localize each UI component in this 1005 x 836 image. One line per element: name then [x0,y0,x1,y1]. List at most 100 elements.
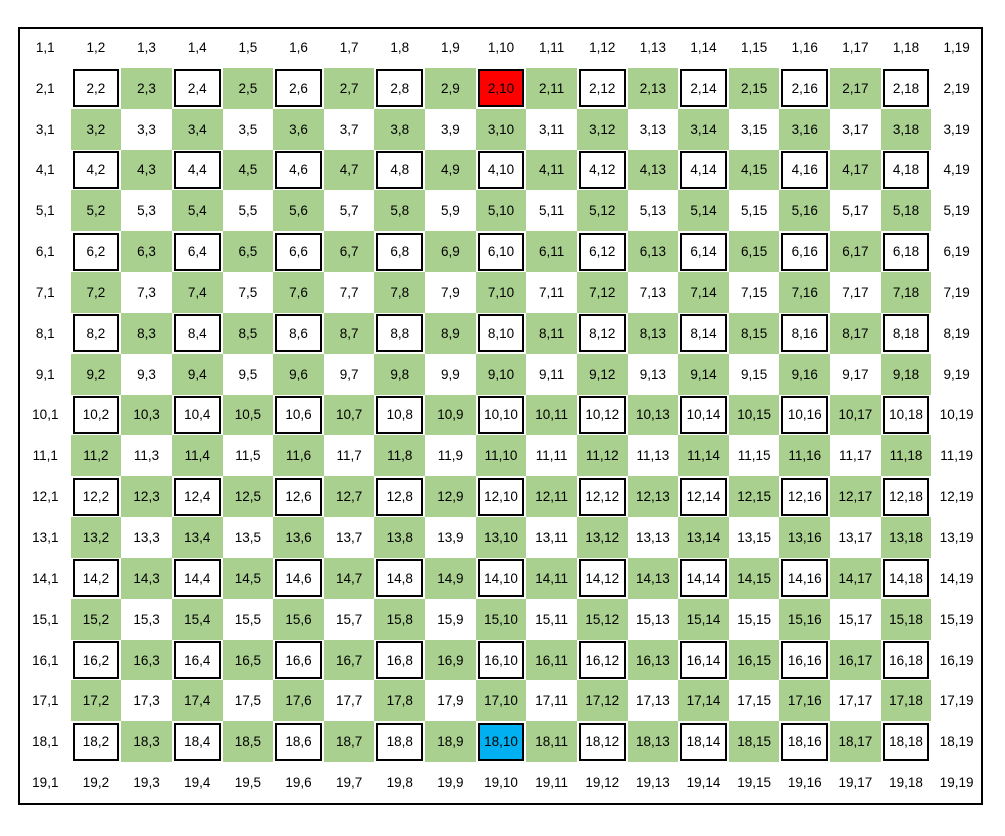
boxed-grid-cell: 10,4 [173,396,221,434]
boxed-grid-cell: 14,4 [173,559,221,598]
green-grid-cell: 13,12 [576,517,628,558]
grid-cell: 5,7 [339,203,359,219]
green-grid-cell: 16,11 [526,639,577,681]
boxed-grid-cell: 8,12 [578,314,626,353]
grid-cell: 13,5 [234,530,261,545]
green-grid-cell: 14,5 [222,557,274,599]
grid-cell: 19,18 [889,775,923,791]
grid-cell: 9,1 [35,366,55,382]
green-grid-cell: 4,9 [425,149,476,191]
green-grid-cell: 6,5 [222,231,274,273]
green-grid-cell: 3,6 [273,108,324,150]
grid-cell: 16,19 [939,652,974,668]
boxed-grid-cell: 12,2 [72,477,120,516]
boxed-grid-cell: 4,8 [376,151,424,189]
grid-cell: 19,5 [234,775,261,791]
green-grid-cell: 18,7 [323,721,375,763]
grid-cell: 3,15 [741,121,768,137]
green-grid-cell: 13,4 [171,517,223,558]
green-grid-cell: 16,5 [222,639,274,681]
grid-cell: 19,8 [386,775,413,791]
boxed-grid-cell: 16,16 [781,641,829,679]
grid-cell: 17,13 [635,693,670,709]
grid-cell: 1,18 [892,39,920,55]
grid-cell: 9,11 [538,366,565,382]
grid-cell: 9,5 [238,366,258,382]
grid-cell: 19,2 [82,775,110,791]
grid-cell: 3,3 [137,121,156,137]
green-grid-cell: 18,13 [627,721,679,763]
green-grid-cell: 14,3 [121,557,172,599]
green-grid-cell: 2,3 [121,67,172,109]
grid-cell: 13,7 [335,530,363,545]
grid-cell: 5,5 [238,203,258,219]
grid-cell: 3,11 [538,121,565,137]
grid-cell: 19,3 [133,775,160,791]
boxed-grid-cell: 6,8 [376,232,424,271]
grid-cell: 1,11 [538,39,565,55]
boxed-grid-cell: 10,12 [578,396,626,434]
green-grid-cell: 4,15 [728,149,780,191]
green-grid-cell: 16,17 [830,639,881,681]
green-grid-cell: 16,7 [323,639,375,681]
green-grid-cell: 17,14 [678,680,729,722]
green-grid-cell: 13,18 [880,517,932,558]
green-grid-cell: 10,9 [425,394,476,436]
goal-cell: 18,10 [477,722,525,761]
grid-cell: 15,17 [838,611,873,627]
grid-cell: 19,19 [939,775,974,791]
green-grid-cell: 11,10 [475,435,527,477]
green-grid-cell: 8,3 [121,312,172,354]
grid-cell: 7,7 [339,284,359,300]
grid-cell: 15,19 [939,611,974,627]
grid-cell: 13,19 [939,530,974,545]
green-grid-cell: 17,12 [576,680,628,722]
grid-cell: 11,19 [940,448,974,464]
grid-cell: 1,12 [589,39,616,55]
grid-cell: 18,19 [939,734,974,750]
green-grid-cell: 6,3 [121,231,172,273]
boxed-grid-cell: 16,14 [680,641,727,679]
green-grid-cell: 11,16 [779,435,831,477]
green-grid-cell: 5,18 [880,190,932,232]
boxed-grid-cell: 14,10 [477,559,525,598]
green-grid-cell: 9,16 [779,353,831,395]
green-grid-cell: 3,12 [576,108,628,150]
boxed-grid-cell: 2,8 [376,69,424,108]
grid-cell: 14,19 [939,570,974,586]
green-grid-cell: 15,10 [475,598,527,640]
grid-cell: 6,19 [943,244,970,260]
grid-cell: 11,1 [32,448,58,464]
grid-cell: 9,15 [741,366,768,382]
boxed-grid-cell: 12,12 [578,477,626,516]
boxed-grid-cell: 6,10 [477,232,525,271]
grid-cell: 1,15 [741,39,768,55]
green-grid-cell: 5,2 [70,190,122,232]
green-grid-cell: 4,3 [121,149,172,191]
boxed-grid-cell: 8,8 [376,314,424,353]
green-grid-cell: 13,2 [70,517,122,558]
green-grid-cell: 6,11 [526,231,577,273]
grid-cell: 5,17 [842,203,869,219]
green-grid-cell: 3,8 [374,108,426,150]
boxed-grid-cell: 10,10 [477,396,525,434]
green-grid-cell: 11,6 [273,435,324,477]
grid-cell: 1,6 [289,39,308,55]
green-grid-cell: 14,13 [627,557,679,599]
green-grid-cell: 4,5 [222,149,274,191]
grid-cell: 7,13 [639,284,667,300]
grid-cell: 1,5 [238,39,258,55]
boxed-grid-cell: 16,12 [578,641,626,679]
grid-cell: 13,3 [133,530,160,545]
boxed-grid-cell: 4,6 [275,151,322,189]
grid-cell: 3,13 [639,121,667,137]
grid-cell: 11,13 [636,448,670,464]
grid-cell: 7,3 [137,284,156,300]
boxed-grid-cell: 12,16 [781,477,829,516]
green-grid-cell: 15,8 [374,598,426,640]
boxed-grid-cell: 8,16 [781,314,829,353]
boxed-grid-cell: 4,10 [477,151,525,189]
green-grid-cell: 6,13 [627,231,679,273]
grid-cell: 3,5 [238,121,258,137]
grid-cell: 5,11 [538,203,565,219]
